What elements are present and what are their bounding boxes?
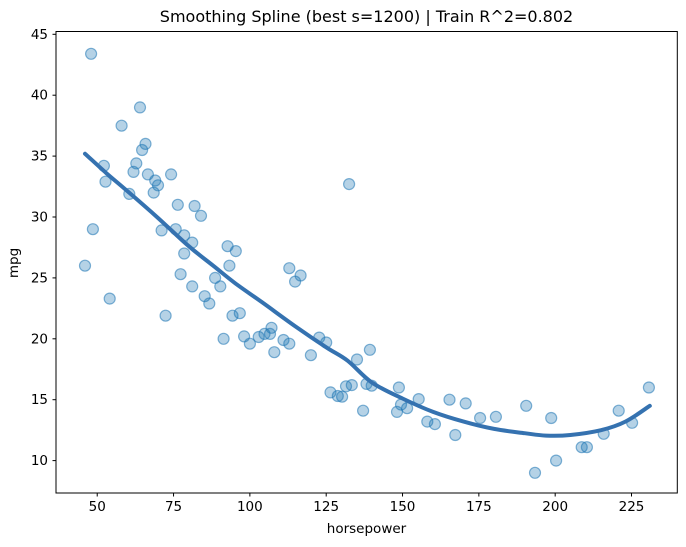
data-point [528,466,542,479]
data-point [133,101,147,114]
data-point [174,268,187,281]
x-axis-label: horsepower [326,521,407,537]
data-point [443,393,456,406]
data-point [217,332,230,345]
data-point [178,247,191,260]
data-point [226,309,239,322]
data-point [155,224,168,237]
data-point [520,399,533,412]
data-point [343,178,356,191]
y-tick-label: 10 [31,453,48,469]
data-point [545,411,558,425]
data-point [449,428,462,442]
y-axis-label: mpg [6,247,22,279]
y-tick-label: 40 [31,88,48,104]
data-point [214,280,227,293]
data-point [165,168,178,181]
data-point [428,418,441,431]
y-tick-label: 35 [31,149,48,165]
data-point [188,199,201,213]
data-point [304,349,317,362]
data-point [99,175,112,188]
x-tick-label: 100 [237,499,263,515]
data-point [283,337,296,350]
data-point [139,137,152,150]
data-point [252,330,265,344]
data-point [357,404,370,417]
data-point [268,346,281,359]
data-point [186,280,199,293]
data-point [350,353,364,366]
x-tick-label: 50 [89,499,106,515]
data-point [147,186,160,199]
data-point [151,179,165,192]
data-point [115,119,128,132]
data-point [263,327,277,340]
y-tick-label: 45 [31,27,48,43]
axes-spines [55,31,678,494]
data-point [390,405,404,418]
data-point [331,389,344,403]
data-point [84,47,98,60]
data-point [229,245,242,258]
y-tick-label: 30 [31,210,48,226]
data-point [421,415,434,428]
data-point [289,275,302,288]
y-tick-label: 15 [31,392,48,408]
data-point [78,259,92,272]
data-point [233,307,246,320]
data-point [223,259,236,272]
x-tick-label: 200 [542,499,568,515]
data-point [336,390,349,403]
data-point [459,397,472,410]
data-point [612,404,625,417]
data-point [363,343,376,356]
data-point [171,198,184,211]
data-point [243,337,256,350]
data-point [392,381,405,394]
y-tick-label: 20 [31,331,48,347]
y-tick-label: 25 [31,270,48,286]
data-point [194,209,208,222]
data-point [324,386,337,399]
x-tick-label: 75 [165,499,182,515]
data-point [86,223,100,236]
data-point [345,379,358,392]
data-point [474,411,487,425]
chart-title: Smoothing Spline (best s=1200) | Train R… [159,7,574,26]
data-point [580,441,594,454]
x-tick-label: 150 [390,499,416,515]
x-tick-label: 225 [619,499,645,515]
data-point [136,143,149,157]
data-point [127,165,140,178]
data-point [159,309,172,322]
data-point [642,381,656,394]
x-tick-label: 125 [313,499,339,515]
data-point [489,410,502,423]
spline-curve [83,151,652,438]
data-point [103,292,116,305]
data-point [283,262,296,275]
x-tick-label: 175 [466,499,492,515]
data-point [203,297,216,310]
data-point [549,454,563,467]
